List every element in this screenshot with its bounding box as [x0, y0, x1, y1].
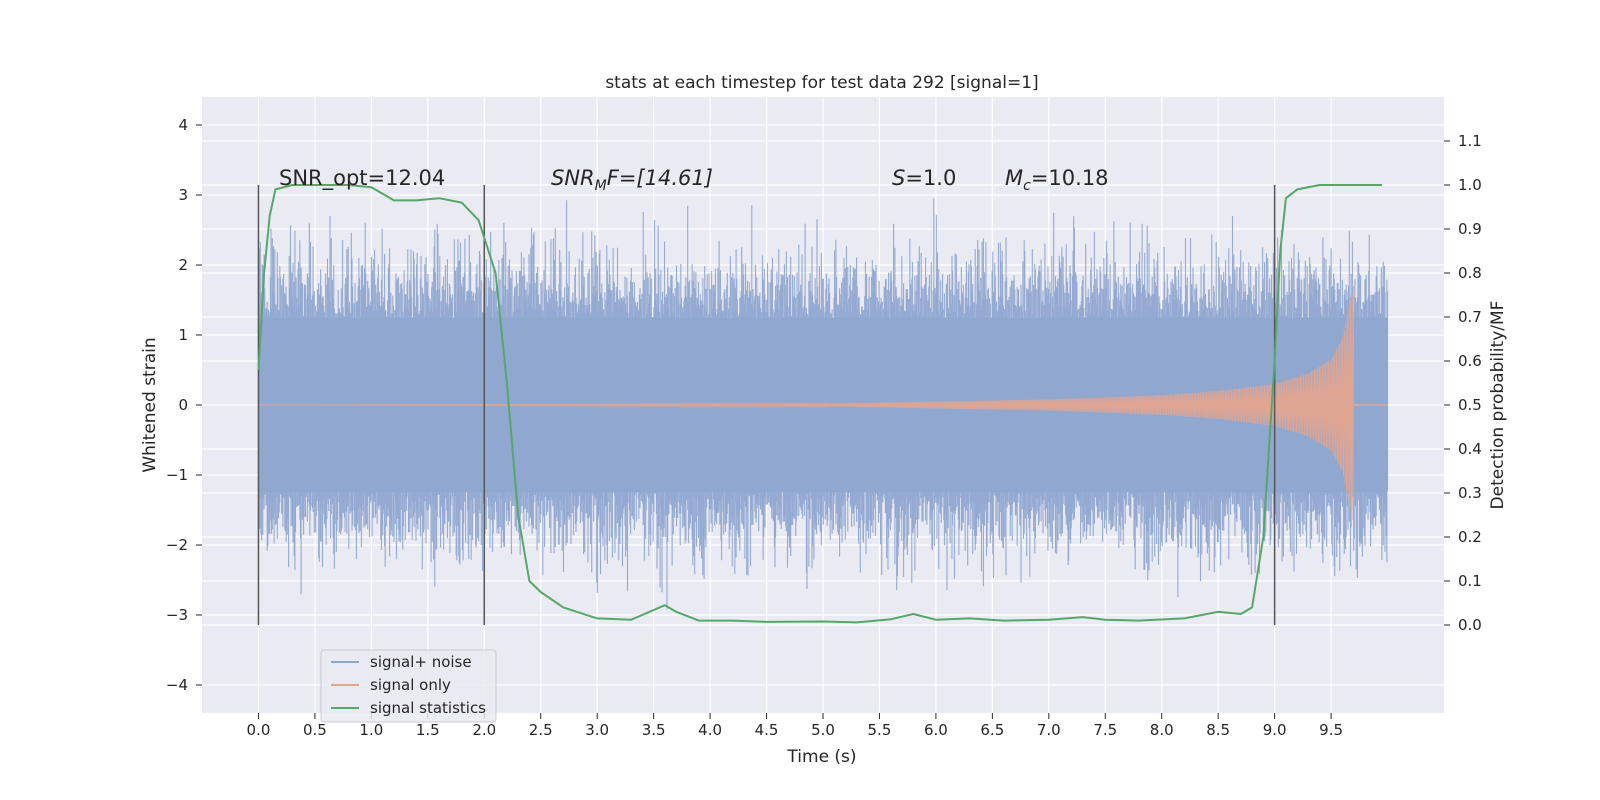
y-right-tick-label: 0.9	[1458, 220, 1482, 238]
annotation-snr-mf: SNRMF=[14.61]	[551, 166, 713, 194]
x-tick-label: 6.0	[924, 721, 948, 739]
x-tick-label: 9.0	[1263, 721, 1287, 739]
x-tick-label: 5.0	[811, 721, 835, 739]
series-signal-statistics	[257, 184, 1382, 624]
x-axis-label: Time (s)	[786, 747, 856, 767]
x-tick-label: 9.5	[1319, 721, 1343, 739]
x-axis-ticks: 0.0 0.5 1.0 1.5 2.0 2.5 3.0 3.5 4.0 4.5 5.0 5.5 6.0 6…	[247, 713, 1343, 739]
x-tick-label: 3.0	[585, 721, 609, 739]
x-tick-label: 2.5	[529, 721, 553, 739]
y-right-tick-label: 0.5	[1458, 396, 1482, 414]
y-axis-label: Whitened strain	[140, 337, 160, 472]
y-tick-label: −4	[166, 676, 188, 694]
y-right-tick-label: 0.7	[1458, 308, 1482, 326]
snr-mf-sub: M	[595, 178, 607, 194]
mc-italic: M	[1005, 166, 1023, 190]
legend-label-signal-noise: signal+ noise	[370, 653, 472, 671]
x-tick-label: 4.0	[698, 721, 722, 739]
mc-sub: c	[1023, 178, 1031, 194]
x-tick-label: 8.0	[1150, 721, 1174, 739]
x-tick-label: 2.0	[472, 721, 496, 739]
y-tick-label: −3	[166, 606, 188, 624]
y-axis-ticks: 4 3 2 1 0 −1 −2 −3 −4	[166, 116, 202, 694]
x-tick-label: 0.5	[303, 721, 327, 739]
y-tick-label: −1	[166, 466, 188, 484]
y-right-tick-label: 1.0	[1458, 176, 1482, 194]
x-tick-label: 4.5	[755, 721, 779, 739]
y-right-tick-label: 0.6	[1458, 352, 1482, 370]
y-right-tick-label: 0.3	[1458, 484, 1482, 502]
legend-label-signal-only: signal only	[370, 676, 451, 694]
y-tick-label: 2	[178, 256, 188, 274]
series-signal-only	[258, 285, 1388, 521]
y-right-tick-label: 0.8	[1458, 264, 1482, 282]
y-right-tick-label: 1.1	[1458, 132, 1482, 150]
snr-mf-suffix: F=[14.61]	[607, 166, 713, 190]
y-tick-label: 3	[178, 186, 188, 204]
s-value: =1.0	[905, 166, 956, 190]
y-right-tick-label: 0.0	[1458, 616, 1482, 634]
signal-statistics-line	[257, 184, 1382, 624]
x-tick-label: 5.5	[868, 721, 892, 739]
annotation-snr-opt: SNR_opt=12.04	[279, 166, 445, 191]
vertical-markers	[257, 185, 1276, 625]
x-tick-label: 8.5	[1206, 721, 1230, 739]
y-right-tick-label: 0.1	[1458, 572, 1482, 590]
y-right-axis-ticks: 1.1 1.0 0.9 0.8 0.7 0.6 0.5 0.4 0.3 0.2 0.1 0.0	[1444, 132, 1482, 634]
legend: signal+ noise signal only signal statist…	[320, 649, 497, 723]
legend-label-signal-statistics: signal statistics	[370, 699, 486, 717]
x-tick-label: 6.5	[980, 721, 1004, 739]
x-tick-label: 7.0	[1037, 721, 1061, 739]
y-right-tick-label: 0.4	[1458, 440, 1482, 458]
y-tick-label: 4	[178, 116, 188, 134]
chart-title: stats at each timestep for test data 292…	[605, 73, 1038, 93]
x-tick-label: 3.5	[642, 721, 666, 739]
y-right-axis-label: Detection probability/MF	[1488, 301, 1508, 510]
legend-box	[320, 649, 497, 723]
snr-mf-prefix: SNR	[551, 166, 595, 190]
y-tick-label: 1	[178, 326, 188, 344]
x-tick-label: 1.0	[359, 721, 383, 739]
signal-only-trace	[258, 285, 1355, 521]
annotation-mc: Mc=10.18	[1005, 166, 1109, 194]
y-tick-label: −2	[166, 536, 188, 554]
x-tick-label: 7.5	[1093, 721, 1117, 739]
annotation-s: S=1.0	[892, 166, 956, 190]
y-tick-label: 0	[178, 396, 188, 414]
s-italic: S	[892, 166, 905, 190]
x-tick-label: 1.5	[416, 721, 440, 739]
x-tick-label: 0.0	[247, 721, 271, 739]
y-right-tick-label: 0.2	[1458, 528, 1482, 546]
mc-value: =10.18	[1031, 166, 1109, 190]
